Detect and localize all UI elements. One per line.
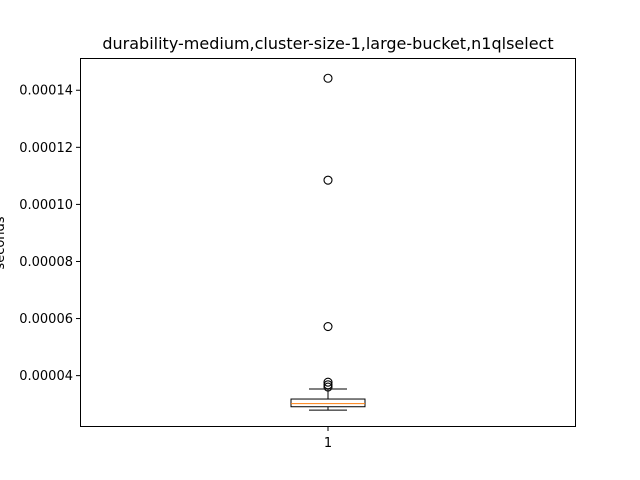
x-tick-label: 1 bbox=[324, 436, 332, 451]
y-tick-label: 0.00012 bbox=[19, 141, 73, 156]
interquartile-box bbox=[290, 398, 366, 408]
axes-frame bbox=[80, 58, 576, 427]
outlier-point bbox=[323, 382, 333, 392]
outlier-point bbox=[323, 377, 333, 387]
y-tick-label: 0.00006 bbox=[19, 312, 73, 327]
outlier-point bbox=[323, 175, 333, 185]
plot-area: 0.00004 0.00006 0.00008 0.00010 0.00012 0.000… bbox=[19, 73, 366, 451]
outlier-point bbox=[323, 380, 333, 390]
y-tick-label: 0.00008 bbox=[19, 255, 73, 270]
y-tick-label: 0.00004 bbox=[19, 369, 73, 384]
y-tick-label: 0.00010 bbox=[19, 198, 73, 213]
outlier-point bbox=[323, 321, 333, 332]
y-tick-label: 0.00014 bbox=[19, 84, 73, 99]
chart-title: durability-medium,cluster-size-1,large-b… bbox=[102, 34, 553, 53]
outlier-point bbox=[323, 73, 333, 83]
y-axis-label: seconds bbox=[0, 216, 8, 269]
